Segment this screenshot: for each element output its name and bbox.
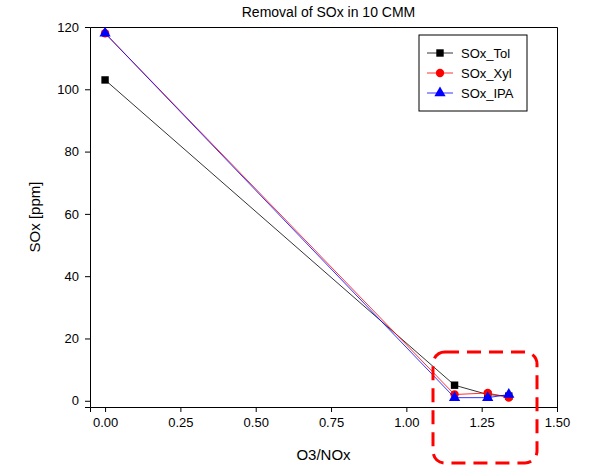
x-axis-top [91,27,558,29]
tick: 60 [65,207,90,222]
tick-label: 1.25 [470,415,495,430]
tick-mark [85,214,90,215]
tick-mark [85,276,90,277]
tick-label: 20 [65,331,79,346]
x-axis-title: O3/NOx [296,446,351,463]
tick: 20 [65,331,90,346]
legend-label: SOx_IPA [461,86,514,101]
marker [101,76,108,83]
tick-label: 1.00 [394,415,419,430]
plot: 0.00 0.25 0.50 0.75 1.00 1.25 1.50 0 20 40 60 80 100… [57,20,570,431]
legend-frame [419,35,527,111]
tick-label: 60 [65,207,79,222]
legend-label: SOx_Tol [461,46,510,61]
y-axis-right [557,28,559,408]
tick-mark [105,407,106,412]
legend-marker [436,49,443,56]
tick-mark [482,407,483,412]
tick-mark [331,407,332,412]
tick-label: 120 [57,20,79,35]
tick-label: 80 [65,144,79,159]
axis-line [557,28,558,408]
highlight-box [433,352,537,463]
y-axis: 0 20 40 60 80 100 120 [57,20,90,409]
tick-mark [85,152,90,153]
axis-line [91,27,558,28]
x-axis: 0.00 0.25 0.50 0.75 1.00 1.25 1.50 [91,407,571,430]
tick-mark [85,89,90,90]
tick: 1.00 [394,407,419,430]
tick-label: 100 [57,82,79,97]
series-line [105,80,509,396]
legend-marker [434,86,445,96]
axis-line [91,408,558,413]
tick-mark [85,401,90,402]
marker [99,27,110,36]
tick: 80 [65,144,90,159]
tick-mark [557,407,558,412]
tick: 0.75 [319,407,344,430]
axis-line [85,28,91,408]
marker [449,391,460,401]
tick-mark [406,407,407,412]
y-axis-title: SOx [ppm] [26,182,43,253]
tick: 1.25 [470,407,495,430]
marker [482,391,493,401]
tick: 120 [57,20,90,35]
tick: 40 [65,269,90,284]
tick-label: 0.00 [93,415,118,430]
tick-label: 1.50 [545,415,570,430]
tick-label: 0.75 [319,415,344,430]
tick: 1.50 [545,407,570,430]
marker [503,388,514,398]
tick: 0 [72,393,90,408]
tick: 100 [57,82,90,97]
tick-mark [256,407,257,412]
tick-mark [180,407,181,412]
tick-mark [85,338,90,339]
tick-label: 0.50 [244,415,269,430]
legend-label: SOx_Xyl [461,66,512,81]
tick: 0.00 [93,407,118,430]
tick-label: 0 [72,393,79,408]
legend-marker [436,69,444,77]
tick: 0.50 [244,407,269,430]
tick: 0.25 [168,407,193,430]
tick-mark [85,27,90,28]
tick-label: 0.25 [168,415,193,430]
marker [451,381,458,388]
legend: SOx_Tol SOx_Xyl SOx_IPA [419,35,527,111]
title: Removal of SOx in 10 CMM [242,4,416,20]
chart: 0.00 0.25 0.50 0.75 1.00 1.25 1.50 0 20 40 60 80 100… [0,0,610,472]
tick-label: 40 [65,269,79,284]
